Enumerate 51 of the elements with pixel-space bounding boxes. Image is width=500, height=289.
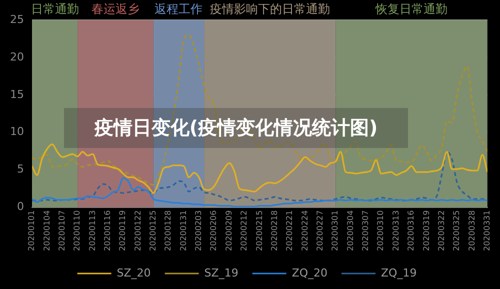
legend-label: SZ_19: [204, 266, 238, 280]
x-tick-label: 20200209: [224, 210, 234, 251]
x-tick-label: 20200328: [467, 210, 476, 251]
x-tick-label: 20200310: [376, 210, 386, 251]
x-tick-label: 20200316: [406, 210, 416, 251]
y-tick-label: 0: [16, 200, 24, 214]
x-tick-label: 20200206: [209, 210, 218, 251]
x-tick-label: 20200325: [452, 210, 462, 251]
band-label: 恢复日常通勤: [374, 2, 448, 16]
x-tick-label: 20200221: [285, 210, 294, 251]
x-tick-label: 20200304: [346, 210, 355, 251]
legend-label: ZQ_19: [381, 266, 417, 280]
x-tick-label: 20200101: [27, 210, 36, 251]
x-tick-label: 20200319: [422, 210, 431, 251]
x-tick-label: 20200313: [391, 210, 400, 251]
x-tick-label: 20200307: [361, 210, 370, 251]
line-series: [32, 177, 488, 208]
x-tick-label: 20200128: [164, 210, 173, 251]
band-label: 日常通勤: [30, 2, 79, 16]
line-series: [32, 151, 488, 202]
x-tick-label: 20200122: [133, 210, 142, 251]
x-tick-label: 20200301: [330, 210, 340, 251]
x-tick-label: 20200215: [254, 210, 264, 251]
y-tick-label: 5: [16, 162, 24, 176]
x-tick-label: 20200125: [148, 210, 158, 251]
x-tick-label: 20200322: [436, 210, 446, 251]
x-tick-label: 20200116: [102, 210, 112, 251]
x-tick-label: 20200113: [88, 210, 97, 251]
legend-label: SZ_20: [116, 266, 151, 280]
y-tick-label: 15: [10, 88, 24, 101]
band-label: 返程工作: [154, 2, 203, 16]
x-tick-label: 20200227: [315, 210, 324, 251]
x-tick-label: 20200119: [118, 210, 128, 251]
x-tick-label: 20200104: [42, 210, 52, 251]
x-tick-label: 20200212: [240, 210, 249, 251]
line-series: [32, 144, 488, 194]
band-label: 春运返乡: [91, 2, 140, 16]
x-tick-label: 20200110: [72, 210, 82, 251]
x-tick-label: 20200224: [300, 210, 310, 251]
text: 疫情日变化(疫情变化情况统计图): [64, 108, 408, 148]
y-tick-label: 25: [10, 12, 24, 26]
legend-label: ZQ_20: [292, 266, 328, 280]
x-tick-label: 20200331: [482, 210, 492, 251]
x-tick-label: 20200107: [57, 210, 66, 251]
x-tick-label: 20200203: [194, 210, 204, 251]
x-tick-label: 20200131: [178, 210, 188, 251]
y-tick-label: 20: [10, 50, 24, 64]
x-tick-label: 20200218: [270, 210, 279, 251]
band-label: 疫情影响下的日常通勤: [210, 2, 330, 16]
y-tick-label: 10: [10, 125, 24, 138]
line-series: [32, 34, 488, 186]
